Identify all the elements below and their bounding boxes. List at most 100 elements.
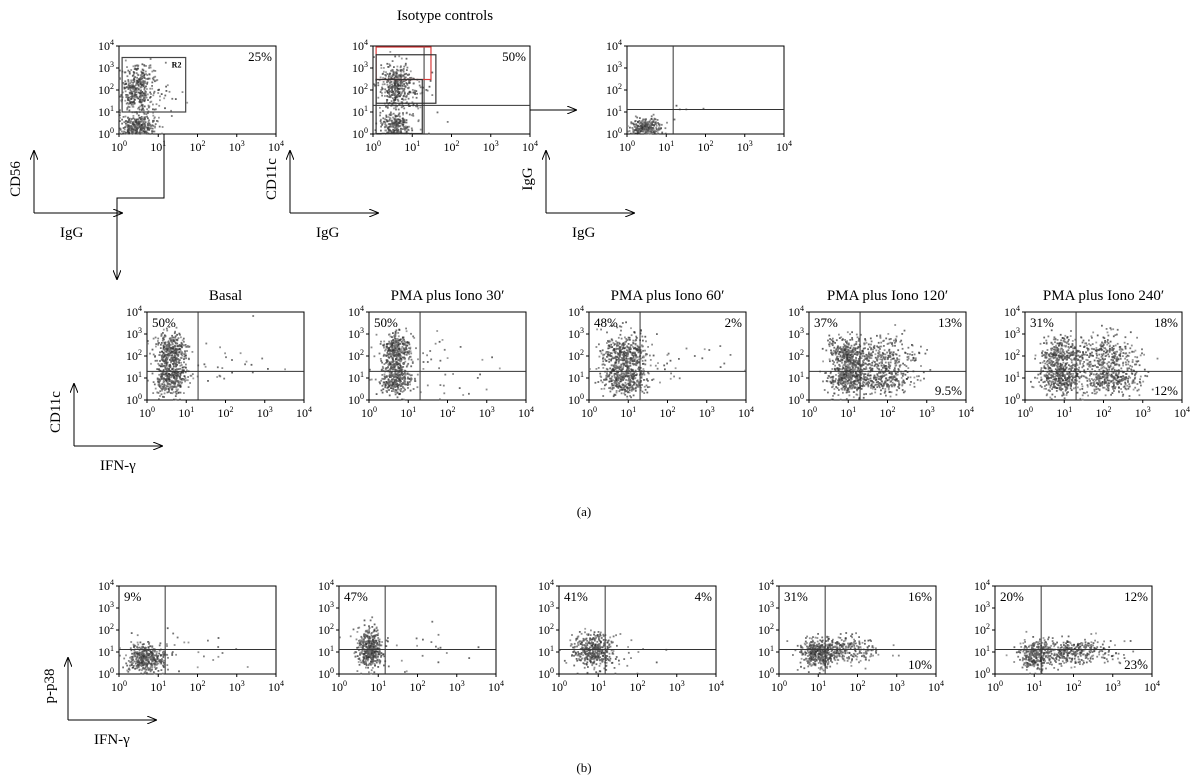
event-dot <box>632 339 635 342</box>
event-dot <box>394 368 397 371</box>
event-dot <box>837 358 839 360</box>
event-dot <box>864 376 867 378</box>
event-dot <box>157 337 160 340</box>
event-dot <box>386 91 389 93</box>
event-dot <box>836 387 839 390</box>
event-dot <box>876 359 879 362</box>
event-dot <box>397 114 400 117</box>
event-dot <box>172 365 175 367</box>
event-dot <box>719 366 722 368</box>
event-dot <box>144 125 147 128</box>
event-dot <box>400 355 402 358</box>
event-dot <box>861 372 863 375</box>
event-dot <box>386 360 388 363</box>
event-dot <box>409 70 412 73</box>
x-axis-label: IgG <box>60 225 83 241</box>
event-dot <box>142 69 145 72</box>
event-dot <box>612 379 614 382</box>
event-dot <box>127 84 130 87</box>
event-dot <box>403 65 406 68</box>
event-dot <box>165 380 168 383</box>
event-dot <box>136 79 138 82</box>
event-dot <box>626 339 628 341</box>
event-dot <box>372 56 375 58</box>
event-dot <box>177 392 180 394</box>
event-dot <box>145 85 147 88</box>
event-dot <box>607 341 610 343</box>
event-dot <box>140 118 142 121</box>
event-dot <box>157 340 159 342</box>
event-dot <box>848 391 851 393</box>
event-dot <box>399 390 402 392</box>
event-dot <box>894 365 897 367</box>
event-dot <box>632 132 635 134</box>
event-dot <box>898 365 901 368</box>
event-dot <box>625 390 628 392</box>
event-dot <box>635 335 638 338</box>
event-dot <box>621 322 624 324</box>
event-dot <box>833 361 835 364</box>
event-dot <box>384 129 387 132</box>
event-dot <box>879 345 882 348</box>
event-dot <box>852 362 854 365</box>
event-dot <box>172 380 174 383</box>
event-dot <box>846 360 848 362</box>
event-dot <box>177 358 180 360</box>
event-dot <box>147 132 150 135</box>
event-dot <box>617 373 620 376</box>
event-dot <box>428 132 430 135</box>
event-dot <box>854 361 857 363</box>
event-dot <box>123 71 126 74</box>
event-dot <box>653 124 655 127</box>
event-dot <box>655 121 657 124</box>
event-dot <box>621 348 624 350</box>
event-dot <box>146 340 149 342</box>
event-dot <box>400 79 403 82</box>
event-dot <box>178 351 180 354</box>
event-dot <box>635 128 637 131</box>
event-dot <box>397 376 400 379</box>
event-dot <box>852 391 855 393</box>
event-dot <box>854 353 857 356</box>
event-dot <box>168 347 171 350</box>
event-dot <box>145 65 147 67</box>
event-dot <box>399 384 402 387</box>
event-dot <box>133 80 136 83</box>
quadrant-percent-label: 50% <box>502 49 526 64</box>
event-dot <box>834 368 836 371</box>
event-dot <box>844 339 846 341</box>
event-dot <box>143 100 146 103</box>
event-dot <box>848 376 851 379</box>
event-dot <box>392 367 395 369</box>
event-dot <box>384 77 387 80</box>
event-dot <box>131 95 133 97</box>
event-dot <box>178 359 181 361</box>
event-dot <box>608 354 611 356</box>
event-dot <box>387 128 390 131</box>
event-dot <box>632 368 634 371</box>
event-dot <box>136 128 138 131</box>
event-dot <box>829 360 831 363</box>
event-dot <box>181 351 183 353</box>
event-dot <box>173 339 175 341</box>
event-dot <box>846 369 848 372</box>
event-dot <box>174 335 177 338</box>
event-dot <box>397 379 400 382</box>
event-dot <box>847 343 850 346</box>
event-dot <box>118 69 121 72</box>
event-dot <box>393 66 395 68</box>
event-dot <box>134 120 137 122</box>
event-dot <box>407 352 410 354</box>
event-dot <box>634 126 636 128</box>
event-dot <box>390 387 393 390</box>
event-dot <box>635 361 637 364</box>
event-dot <box>392 84 394 87</box>
event-dot <box>176 368 178 371</box>
event-dot <box>162 352 165 355</box>
event-dot <box>389 371 391 373</box>
event-dot <box>175 342 178 345</box>
event-dot <box>621 362 624 365</box>
event-dot <box>409 383 411 386</box>
event-dot <box>149 352 151 355</box>
event-dot <box>847 360 850 363</box>
